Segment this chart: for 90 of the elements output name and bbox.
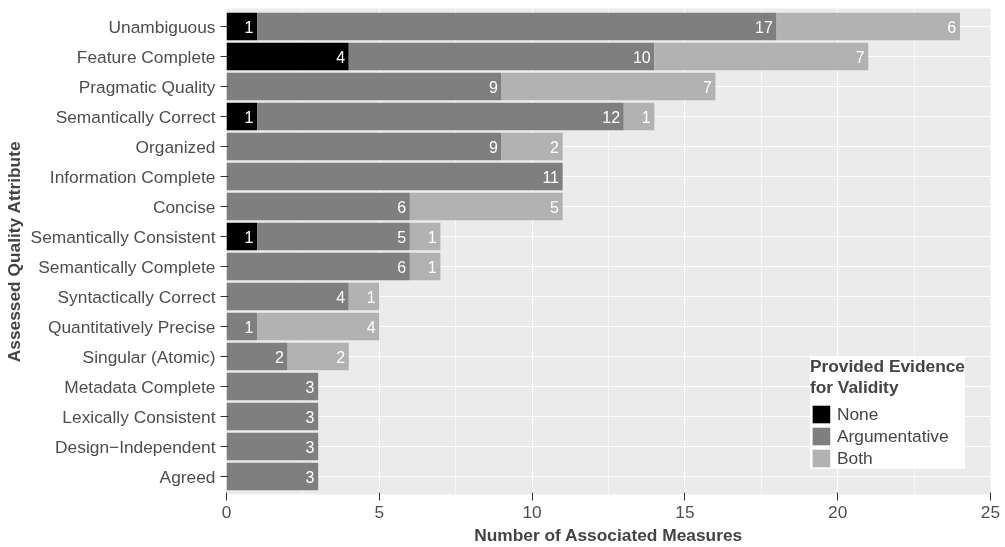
y-tick-label: Metadata Complete [64,376,216,397]
y-tick-label: Lexically Consistent [62,406,216,427]
bar [287,342,349,371]
data-label: 4 [336,288,346,306]
data-label: 2 [275,348,285,366]
y-tick-label: Agreed [159,466,216,487]
data-label: 1 [427,228,437,246]
data-label: 6 [397,258,407,276]
bar [226,402,319,431]
bar [226,372,319,401]
bar [226,72,502,101]
data-label: 9 [488,138,498,156]
bar [226,192,410,221]
y-tick-label: Syntactically Correct [57,286,216,307]
y-tick-label: Semantically Complete [38,256,216,277]
y-tick-label: Quantitatively Precise [47,316,216,337]
y-tick-label: Organized [135,136,216,157]
data-label: 4 [366,318,376,336]
x-tick-label: 0 [221,501,232,522]
x-tick-label: 25 [980,501,1001,522]
data-label: 3 [305,378,315,396]
data-label: 6 [947,18,957,36]
x-tick-label: 5 [374,501,385,522]
data-label: 10 [632,48,651,66]
data-label: 1 [244,228,254,246]
bar [226,312,258,341]
bar [501,132,563,161]
data-label: 1 [244,108,254,126]
bar [776,12,960,41]
bar [348,42,655,71]
data-label: 1 [641,108,651,126]
y-tick-label: Singular (Atomic) [82,346,216,367]
legend-label: Argumentative [836,425,949,447]
legend-label: None [836,403,879,425]
bar [226,42,349,71]
x-tick-label: 15 [675,501,695,522]
y-tick-label: Unambiguous [108,16,216,37]
bar [226,252,410,281]
data-label: 2 [336,348,346,366]
bar [226,462,319,491]
x-tick-label: 20 [828,501,848,522]
y-tick-label: Information Complete [49,166,216,187]
y-tick-label: Semantically Correct [55,106,216,127]
data-label: 4 [336,48,346,66]
bar [409,252,441,281]
bar [348,282,380,311]
data-label: 1 [366,288,376,306]
data-label: 3 [305,438,315,456]
data-label: 3 [305,468,315,486]
bar [226,162,563,191]
data-label: 1 [427,258,437,276]
y-tick-label: Concise [152,196,216,217]
bar [226,222,258,251]
y-tick-label: Pragmatic Quality [78,76,216,97]
data-label: 11 [542,168,560,186]
data-label: 7 [702,78,712,96]
data-label: 5 [397,228,407,246]
bar [226,282,349,311]
bar [257,102,624,131]
bar [226,132,502,161]
bar [226,432,319,461]
bar [257,222,410,251]
data-label: 5 [550,198,560,216]
bar [226,12,258,41]
bar [226,102,258,131]
x-axis-title: Number of Associated Measures [474,524,743,545]
bar [409,192,563,221]
bar [226,342,288,371]
data-label: 1 [244,318,254,336]
data-label: 2 [550,138,560,156]
data-label: 7 [855,48,865,66]
data-label: 1 [244,18,254,36]
data-label: 9 [488,78,498,96]
bar [257,312,380,341]
data-label: 17 [755,18,774,36]
data-label: 6 [397,198,407,216]
data-label: 3 [305,408,315,426]
y-tick-label: Design−Independent [55,436,216,457]
y-axis-title: Assessed Quality Attribute [3,141,24,363]
y-tick-label: Feature Complete [76,46,216,67]
bar [257,12,777,41]
legend-title: Provided Evidence for Validity [809,356,965,398]
bar [623,102,655,131]
legend-label: Both [836,447,873,469]
bar [654,42,869,71]
bar [501,72,716,101]
data-label: 12 [602,108,621,126]
bar [409,222,441,251]
x-tick-label: 10 [522,501,542,522]
y-tick-label: Semantically Consistent [30,226,216,247]
